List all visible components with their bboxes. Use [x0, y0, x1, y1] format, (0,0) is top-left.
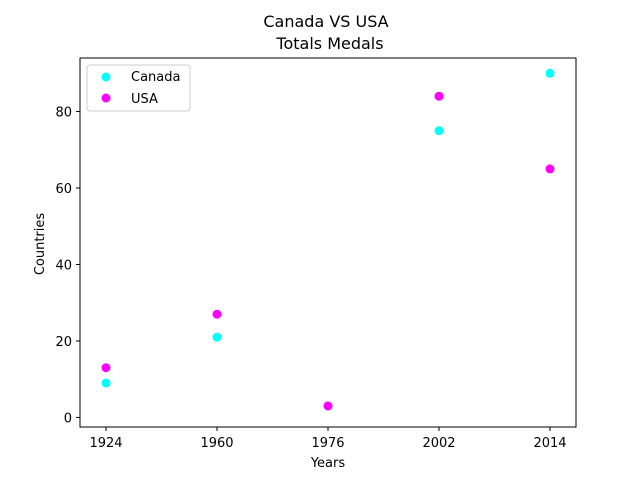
x-tick-label-1960: 1960: [200, 436, 233, 451]
y-tick-label-40: 40: [55, 258, 72, 273]
legend: Canada USA: [86, 64, 191, 112]
point-canada-2002: [434, 126, 444, 136]
point-usa-2002: [434, 91, 444, 101]
point-canada-2014: [545, 68, 555, 78]
x-tick-label-2014: 2014: [533, 436, 566, 451]
data-points-group: [101, 68, 555, 411]
point-usa-1960: [212, 309, 222, 319]
point-usa-1976: [323, 401, 333, 411]
y-axis-label: Countries: [33, 213, 48, 276]
legend-marker-canada: [101, 72, 111, 82]
chart-title-line1: Canada VS USA: [263, 12, 388, 31]
x-tick-label-1924: 1924: [89, 436, 122, 451]
point-usa-2014: [545, 164, 555, 174]
y-tick-label-80: 80: [55, 106, 72, 121]
legend-marker-usa: [101, 93, 111, 103]
y-tick-label-60: 60: [55, 182, 72, 197]
axis-ticks-group: 1924 1960 1976 2002 2014 0 20 40 60 80: [55, 106, 566, 451]
x-axis-label: Years: [310, 456, 346, 471]
y-tick-label-20: 20: [55, 335, 72, 350]
point-canada-1960: [212, 332, 222, 342]
point-canada-1924: [101, 378, 111, 388]
legend-label-usa: USA: [131, 92, 158, 107]
x-tick-label-2002: 2002: [422, 436, 455, 451]
x-tick-label-1976: 1976: [311, 436, 344, 451]
legend-label-canada: Canada: [131, 70, 180, 85]
plot-frame: [79, 57, 577, 428]
legend-box: [86, 64, 191, 112]
chart-title-line2: Totals Medals: [275, 34, 383, 53]
point-usa-1924: [101, 363, 111, 373]
y-tick-label-0: 0: [64, 411, 72, 426]
